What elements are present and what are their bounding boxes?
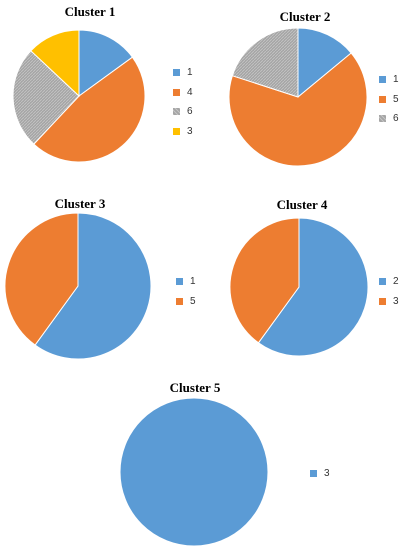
pie-slice-4 [33,56,146,163]
legend-label: 5 [393,93,399,105]
legend-label: 1 [393,74,399,85]
chart-title: Cluster 3 [54,196,106,211]
chart-title: Cluster 2 [279,9,331,24]
legend-item-4: 4 [173,85,193,100]
pie-chart [12,29,146,163]
legend-label: 1 [190,276,196,287]
legend-item-1: 1 [176,274,196,289]
chart-title: Cluster 1 [64,4,116,19]
legend-item-5: 5 [176,294,196,309]
legend-label: 4 [187,86,193,98]
legend-swatch [173,127,180,135]
legend-item-3: 3 [379,294,399,309]
pie-slice-1 [78,29,134,97]
pie-slice-3 [30,29,80,98]
pie-slice-3 [119,397,269,547]
legend-swatch [176,278,183,285]
legend-item-1: 1 [379,72,399,87]
pie-slice-2 [257,217,369,357]
legend: 1 4 6 3 [173,65,193,143]
pie-slice-5 [4,212,79,346]
pie-slice-5 [228,52,368,167]
legend-label: 3 [393,295,399,307]
legend-swatch [379,297,386,305]
legend-swatch [176,297,183,305]
legend-swatch [173,88,180,96]
legend-swatch [173,69,180,76]
legend-swatch [173,108,180,115]
legend-item-3: 3 [310,466,330,481]
chart-title: Cluster 5 [169,380,221,395]
pie-chart [119,397,269,547]
pie-slice-1 [34,212,152,360]
legend: 3 [310,466,330,486]
legend-label: 5 [190,295,196,307]
legend: 1 5 6 [379,72,399,131]
pie-slice-1 [297,27,352,99]
legend-item-1: 1 [173,65,193,80]
pie-slice-6 [12,50,80,145]
chart-cluster-1: Cluster 1 1 4 6 3 [0,0,200,180]
pie-chart [4,212,152,360]
pie-chart [229,217,369,357]
legend-swatch [310,470,317,477]
legend-label: 6 [393,113,399,124]
pie-slice-6 [231,27,299,98]
chart-title: Cluster 4 [276,197,328,212]
legend-item-5: 5 [379,92,399,107]
chart-cluster-5: Cluster 5 3 [100,372,350,550]
legend-item-6: 6 [379,111,399,126]
pie-slice-3 [229,217,300,344]
legend-label: 3 [187,125,193,137]
pie-chart [228,27,368,167]
chart-cluster-2: Cluster 2 1 5 6 [200,0,403,180]
legend-item-6: 6 [173,104,193,119]
legend-swatch [379,95,386,103]
legend-swatch [379,115,386,122]
legend-label: 6 [187,106,193,117]
legend-swatch [379,76,386,83]
legend-item-2: 2 [379,274,399,289]
legend-swatch [379,278,386,285]
legend-label: 1 [187,67,193,78]
legend-label: 2 [393,276,399,287]
legend-label: 3 [324,468,330,479]
legend-item-3: 3 [173,124,193,139]
